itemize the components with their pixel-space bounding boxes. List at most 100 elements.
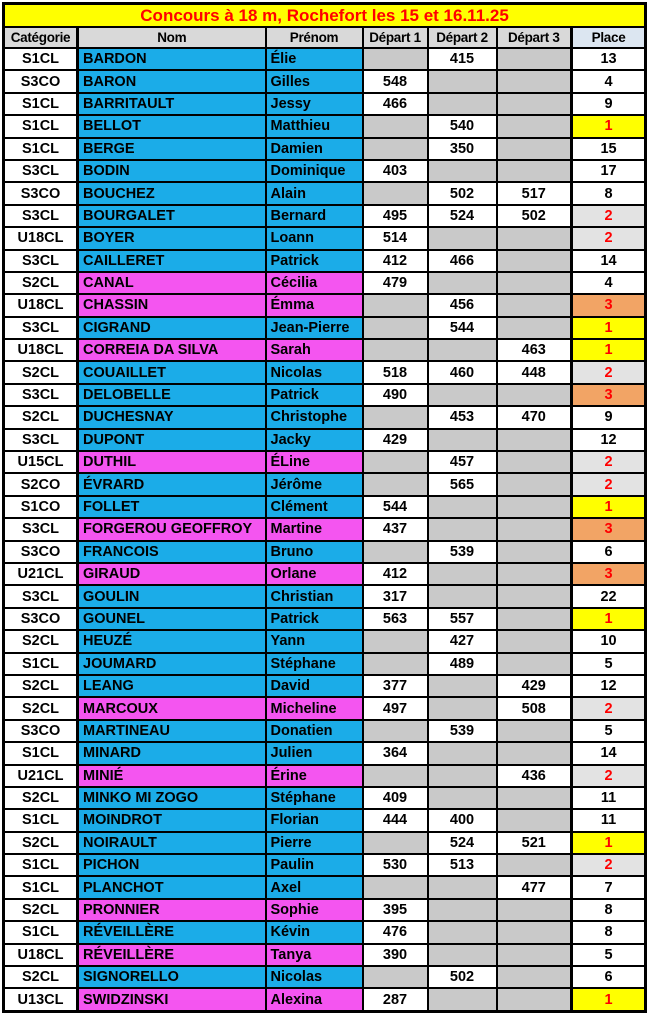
round2-score-cell [426, 561, 498, 587]
last-name-cell: MINARD [76, 741, 267, 766]
header-round1: Départ 1 [361, 26, 429, 49]
round3-score-cell [495, 897, 573, 923]
round2-score-cell: 524 [426, 830, 498, 856]
last-name-cell: COUAILLET [76, 360, 267, 385]
category-cell: S2CL [2, 897, 79, 923]
last-name-cell: BOYER [76, 226, 267, 251]
place-cell: 2 [569, 763, 647, 788]
round1-score-cell [361, 472, 429, 497]
table-row: S3CL BODIN Dominique 403 17 [2, 158, 647, 184]
category-cell: U18CL [2, 942, 79, 968]
round2-score-cell: 524 [426, 203, 498, 229]
round2-score-cell [426, 270, 498, 296]
place-cell: 2 [569, 226, 647, 251]
place-cell: 11 [569, 785, 647, 811]
round1-score-cell: 495 [361, 203, 429, 229]
round1-score-cell [361, 114, 429, 139]
first-name-cell: Christophe [264, 405, 364, 430]
round1-score-cell: 497 [361, 696, 429, 721]
last-name-cell: RÉVEILLÈRE [76, 920, 267, 945]
category-cell: S3CO [2, 539, 79, 565]
category-cell: S2CL [2, 360, 79, 385]
first-name-cell: Sarah [264, 338, 364, 363]
place-cell: 5 [569, 651, 647, 676]
round3-score-cell: 448 [495, 360, 573, 385]
round1-score-cell [361, 651, 429, 676]
round3-score-cell: 477 [495, 875, 573, 900]
round3-score-cell [495, 942, 573, 968]
table-row: S2CL HEUZÉ Yann 427 10 [2, 629, 647, 654]
round2-score-cell: 539 [426, 539, 498, 565]
round3-score-cell [495, 741, 573, 766]
first-name-cell: Stéphane [264, 651, 364, 676]
title-row: Concours à 18 m, Rochefort les 15 et 16.… [2, 2, 647, 28]
round2-score-cell: 502 [426, 964, 498, 990]
last-name-cell: LEANG [76, 673, 267, 699]
table-row: U18CL BOYER Loann 514 2 [2, 226, 647, 251]
table-row: S1CL PICHON Paulin 530 513 2 [2, 853, 647, 878]
table-row: S3CO MARTINEAU Donatien 539 5 [2, 718, 647, 744]
last-name-cell: FOLLET [76, 494, 267, 520]
table-row: S3CL BOURGALET Bernard 495 524 502 2 [2, 203, 647, 229]
round1-score-cell [361, 718, 429, 744]
round3-score-cell [495, 315, 573, 341]
round1-score-cell [361, 315, 429, 341]
round2-score-cell: 557 [426, 606, 498, 632]
round1-score-cell: 479 [361, 270, 429, 296]
table-row: S1CL PLANCHOT Axel 477 7 [2, 875, 647, 900]
table-row: S3CO GOUNEL Patrick 563 557 1 [2, 606, 647, 632]
table-row: S1CL MOINDROT Florian 444 400 11 [2, 808, 647, 833]
header-round2: Départ 2 [426, 26, 498, 49]
round2-score-cell: 460 [426, 360, 498, 385]
first-name-cell: Bruno [264, 539, 364, 565]
round3-score-cell: 429 [495, 673, 573, 699]
round1-score-cell: 444 [361, 808, 429, 833]
last-name-cell: SWIDZINSKI [76, 987, 267, 1013]
round2-score-cell [426, 920, 498, 945]
table-row: S1CL JOUMARD Stéphane 489 5 [2, 651, 647, 676]
round1-score-cell: 544 [361, 494, 429, 520]
round2-score-cell: 539 [426, 718, 498, 744]
first-name-cell: Cécilia [264, 270, 364, 296]
round3-score-cell: 463 [495, 338, 573, 363]
place-cell: 1 [569, 987, 647, 1013]
last-name-cell: CORREIA DA SILVA [76, 338, 267, 363]
last-name-cell: BOUCHEZ [76, 181, 267, 206]
category-cell: S3CL [2, 427, 79, 453]
last-name-cell: MARTINEAU [76, 718, 267, 744]
first-name-cell: Élie [264, 46, 364, 72]
category-cell: U21CL [2, 561, 79, 587]
round2-score-cell: 453 [426, 405, 498, 430]
first-name-cell: Stéphane [264, 785, 364, 811]
round3-score-cell [495, 987, 573, 1013]
round1-score-cell: 317 [361, 584, 429, 609]
round1-score-cell [361, 181, 429, 206]
place-cell: 12 [569, 673, 647, 699]
table-row: S3CL DELOBELLE Patrick 490 3 [2, 382, 647, 408]
round2-score-cell [426, 942, 498, 968]
category-cell: S1CL [2, 741, 79, 766]
round1-score-cell [361, 338, 429, 363]
round3-score-cell [495, 606, 573, 632]
table-row: S1CL BARDON Élie 415 13 [2, 46, 647, 72]
header-first-name: Prénom [264, 26, 364, 49]
place-cell: 4 [569, 270, 647, 296]
place-cell: 2 [569, 853, 647, 878]
round1-score-cell [361, 293, 429, 318]
last-name-cell: SIGNORELLO [76, 964, 267, 990]
round2-score-cell: 457 [426, 450, 498, 475]
first-name-cell: Jean-Pierre [264, 315, 364, 341]
round3-score-cell [495, 472, 573, 497]
first-name-cell: Kévin [264, 920, 364, 945]
round2-score-cell [426, 226, 498, 251]
first-name-cell: Bernard [264, 203, 364, 229]
first-name-cell: Micheline [264, 696, 364, 721]
first-name-cell: Axel [264, 875, 364, 900]
last-name-cell: CAILLERET [76, 248, 267, 273]
category-cell: S1CL [2, 853, 79, 878]
table-row: U18CL CHASSIN Émma 456 3 [2, 293, 647, 318]
round1-score-cell [361, 875, 429, 900]
table-row: S3CO FRANCOIS Bruno 539 6 [2, 539, 647, 565]
category-cell: U18CL [2, 338, 79, 363]
